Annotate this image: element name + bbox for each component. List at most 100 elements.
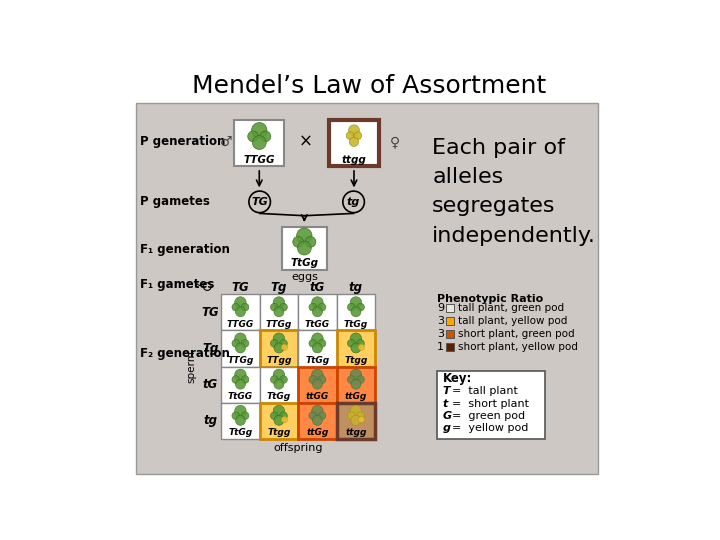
Circle shape xyxy=(309,303,317,311)
Text: tall plant, yellow pod: tall plant, yellow pod xyxy=(457,316,567,326)
Circle shape xyxy=(232,412,240,420)
Circle shape xyxy=(235,415,246,426)
Text: alleles: alleles xyxy=(432,167,503,187)
Bar xyxy=(446,343,454,351)
Circle shape xyxy=(348,303,355,311)
Text: Tg: Tg xyxy=(271,281,287,294)
Text: Tg: Tg xyxy=(202,342,219,355)
Text: Mendel’s Law of Assortment: Mendel’s Law of Assortment xyxy=(192,75,546,98)
Text: tg: tg xyxy=(203,414,217,428)
Circle shape xyxy=(348,340,355,347)
Circle shape xyxy=(241,303,249,311)
Circle shape xyxy=(305,237,316,247)
Text: tall plant, green pod: tall plant, green pod xyxy=(457,303,564,313)
Bar xyxy=(298,294,337,330)
Circle shape xyxy=(318,412,326,420)
Text: TTgg: TTgg xyxy=(266,356,292,365)
Text: Key:: Key: xyxy=(443,373,472,386)
Circle shape xyxy=(351,343,361,353)
Text: independently.: independently. xyxy=(432,226,596,246)
Text: G: G xyxy=(443,411,452,421)
Circle shape xyxy=(350,297,361,308)
Circle shape xyxy=(350,369,361,381)
Text: F₁ generation: F₁ generation xyxy=(140,243,230,256)
Circle shape xyxy=(312,333,323,345)
Text: TG: TG xyxy=(251,197,268,207)
Circle shape xyxy=(282,344,287,350)
Circle shape xyxy=(348,125,359,136)
Text: TG: TG xyxy=(202,306,219,319)
Circle shape xyxy=(318,376,326,383)
Circle shape xyxy=(232,376,240,383)
Circle shape xyxy=(312,406,323,417)
Text: TtGg: TtGg xyxy=(267,392,291,401)
Circle shape xyxy=(241,376,249,383)
Circle shape xyxy=(282,416,287,423)
Bar xyxy=(437,372,544,439)
Circle shape xyxy=(359,416,364,423)
Text: TTGG: TTGG xyxy=(243,156,275,165)
Circle shape xyxy=(359,344,364,350)
Text: offspring: offspring xyxy=(274,443,323,453)
Circle shape xyxy=(309,340,317,347)
Circle shape xyxy=(251,123,267,138)
Bar xyxy=(260,403,298,439)
Bar xyxy=(337,330,375,367)
Circle shape xyxy=(309,376,317,383)
Circle shape xyxy=(312,307,323,317)
Circle shape xyxy=(354,132,361,139)
Text: ttGg: ttGg xyxy=(306,428,328,437)
Text: P gametes: P gametes xyxy=(140,194,210,207)
Circle shape xyxy=(312,343,323,353)
Text: 1: 1 xyxy=(437,342,444,353)
Text: F₁ gametes: F₁ gametes xyxy=(140,278,214,291)
Text: ttgg: ttgg xyxy=(341,156,366,165)
Bar xyxy=(260,367,298,403)
Text: tG: tG xyxy=(310,281,325,294)
Circle shape xyxy=(274,379,284,389)
Text: g: g xyxy=(443,423,451,433)
Text: sperm: sperm xyxy=(187,350,197,383)
Circle shape xyxy=(235,307,246,317)
Text: Each pair of: Each pair of xyxy=(432,138,565,158)
Text: P generation: P generation xyxy=(140,136,225,148)
Circle shape xyxy=(241,340,249,347)
Text: short plant, yellow pod: short plant, yellow pod xyxy=(457,342,577,353)
Text: ×: × xyxy=(299,133,312,151)
Circle shape xyxy=(356,412,364,420)
Bar xyxy=(137,103,598,475)
Bar xyxy=(221,403,260,439)
Circle shape xyxy=(350,406,361,417)
Circle shape xyxy=(235,406,246,417)
Circle shape xyxy=(273,297,284,308)
Text: =  green pod: = green pod xyxy=(452,411,526,421)
Text: =  short plant: = short plant xyxy=(452,399,529,409)
Circle shape xyxy=(356,340,364,347)
Circle shape xyxy=(274,415,284,426)
Text: TtGG: TtGG xyxy=(228,392,253,401)
Circle shape xyxy=(356,376,364,383)
Circle shape xyxy=(312,369,323,381)
Circle shape xyxy=(279,376,287,383)
Circle shape xyxy=(232,303,240,311)
Circle shape xyxy=(235,379,246,389)
Text: 9: 9 xyxy=(437,303,444,313)
Circle shape xyxy=(274,307,284,317)
Circle shape xyxy=(273,369,284,381)
Circle shape xyxy=(274,343,284,353)
Text: Phenotypic Ratio: Phenotypic Ratio xyxy=(437,294,543,304)
Text: tg: tg xyxy=(349,281,363,294)
Text: t: t xyxy=(443,399,449,409)
Text: 3: 3 xyxy=(437,329,444,339)
Circle shape xyxy=(271,376,278,383)
Circle shape xyxy=(235,343,246,353)
Circle shape xyxy=(279,412,287,420)
Text: segregates: segregates xyxy=(432,197,556,217)
Circle shape xyxy=(279,303,287,311)
Circle shape xyxy=(232,340,240,347)
Circle shape xyxy=(356,303,364,311)
Text: =  tall plant: = tall plant xyxy=(452,386,518,396)
Bar xyxy=(298,403,337,439)
Circle shape xyxy=(350,333,361,345)
Circle shape xyxy=(351,379,361,389)
